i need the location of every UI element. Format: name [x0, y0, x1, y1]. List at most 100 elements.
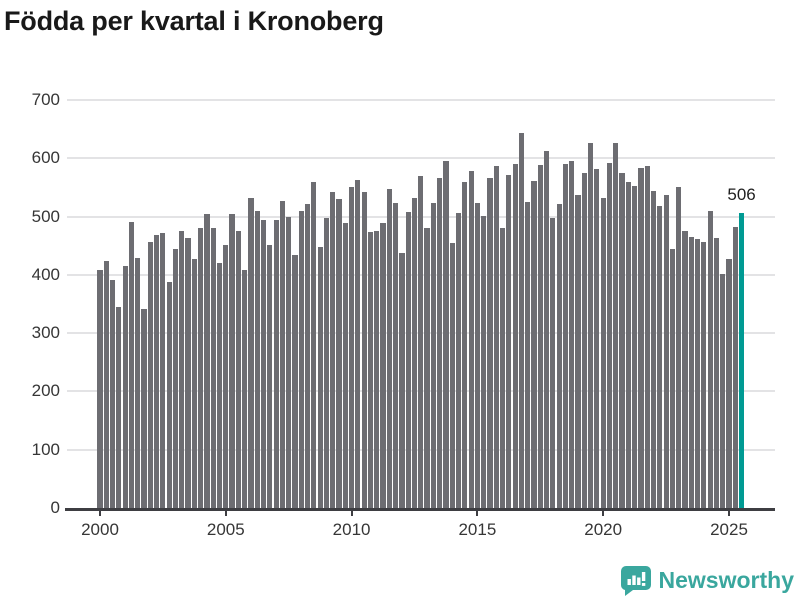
bar [424, 227, 430, 508]
bar [166, 282, 172, 508]
bar [518, 133, 525, 508]
newsworthy-logo-icon [620, 566, 651, 596]
bar [707, 211, 713, 508]
bar [229, 214, 235, 508]
bar [474, 202, 480, 508]
bar [556, 203, 562, 508]
x-axis-tick [728, 510, 730, 516]
bar [235, 230, 241, 508]
bar [223, 245, 229, 508]
bar [657, 206, 663, 508]
gridline [67, 157, 775, 160]
y-axis-tick-label: 400 [31, 264, 60, 284]
bar [355, 179, 361, 508]
bar [393, 203, 399, 508]
x-axis-tick-label: 2005 [206, 520, 245, 539]
bar [323, 217, 330, 508]
bar [487, 178, 493, 508]
bar [676, 187, 682, 508]
bar [405, 211, 411, 508]
bar [386, 189, 392, 508]
y-axis-tick-label: 700 [31, 90, 60, 109]
x-axis-tick [350, 510, 353, 516]
bar [336, 199, 342, 508]
footer-brand-name: Newsworthy [658, 567, 794, 593]
bar [713, 238, 719, 508]
bar [632, 186, 638, 508]
bar [242, 269, 248, 508]
x-axis-tick [602, 510, 605, 516]
bar [644, 165, 650, 508]
bar [726, 259, 732, 508]
bar [701, 241, 707, 508]
bar [216, 263, 223, 508]
bar [304, 204, 311, 508]
bar [154, 235, 160, 508]
bar [185, 238, 191, 508]
bar [449, 242, 455, 508]
bar [688, 236, 694, 508]
chart-title: Födda per kvartal i Kronoberg [4, 6, 384, 36]
bar [116, 306, 122, 508]
bar [619, 173, 625, 508]
bar [594, 169, 600, 508]
bar [663, 195, 669, 508]
bar [531, 181, 537, 508]
bar [172, 248, 179, 508]
bar [443, 160, 449, 508]
bar [499, 228, 506, 508]
bar [562, 163, 569, 508]
x-axis-tick-label: 2020 [584, 520, 623, 539]
bar [103, 260, 109, 508]
bar [279, 200, 285, 508]
bar [462, 182, 468, 508]
bar [732, 227, 738, 508]
bar [481, 215, 487, 508]
bar [361, 191, 367, 508]
bar [191, 259, 197, 508]
bar [437, 177, 443, 508]
highlight-value-label: 506 [727, 185, 756, 205]
highlighted-bar [738, 213, 745, 508]
bar [606, 162, 613, 508]
bar [669, 248, 675, 508]
bar [317, 246, 323, 508]
bar [613, 142, 619, 508]
bar [430, 202, 436, 508]
bar [97, 270, 103, 508]
x-axis-tick [224, 510, 227, 516]
bar [128, 221, 135, 508]
bar [141, 309, 147, 508]
bar [575, 195, 581, 508]
bar [179, 231, 185, 508]
footer-brand[interactable]: Newsworthy [619, 565, 794, 596]
bar [682, 231, 688, 508]
x-axis-tick-label: 2015 [458, 520, 497, 539]
y-axis-tick-label: 600 [31, 148, 60, 168]
bar [122, 266, 128, 508]
bar [254, 211, 260, 508]
y-axis-tick-label: 200 [31, 381, 60, 401]
bar [694, 239, 701, 508]
x-axis-tick-label: 2010 [332, 520, 371, 539]
x-axis-tick-label: 2025 [710, 520, 748, 539]
bar [569, 160, 575, 508]
bar [550, 218, 556, 508]
bar [267, 244, 273, 508]
bar [109, 280, 116, 508]
bar [260, 220, 267, 508]
bar [638, 167, 644, 508]
bar [543, 151, 550, 508]
bar [600, 197, 606, 508]
bar [273, 220, 279, 508]
bar [342, 222, 348, 508]
bar [411, 197, 418, 508]
bar [210, 228, 216, 508]
bar [248, 197, 254, 508]
bar [380, 222, 386, 508]
bar [650, 190, 657, 508]
bar [160, 233, 166, 508]
bar [720, 274, 726, 508]
bar [506, 175, 512, 508]
